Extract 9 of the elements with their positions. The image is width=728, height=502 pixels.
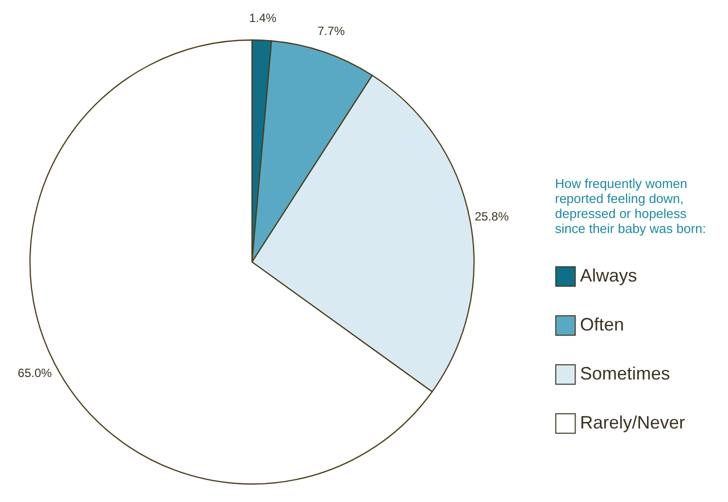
legend-label: Sometimes — [580, 364, 670, 384]
data-label: 1.4% — [249, 11, 277, 26]
legend-label: Always — [580, 266, 638, 286]
legend-title: How frequently women reported feeling down, depressed or hopeless since their baby was born: — [555, 176, 706, 236]
data-label: 7.7% — [317, 24, 346, 38]
legend-label: Rarely/Never — [580, 412, 686, 432]
legend-label: Often — [580, 314, 624, 334]
data-label: 65.0% — [18, 366, 52, 380]
data-label: 25.8% — [474, 210, 510, 224]
